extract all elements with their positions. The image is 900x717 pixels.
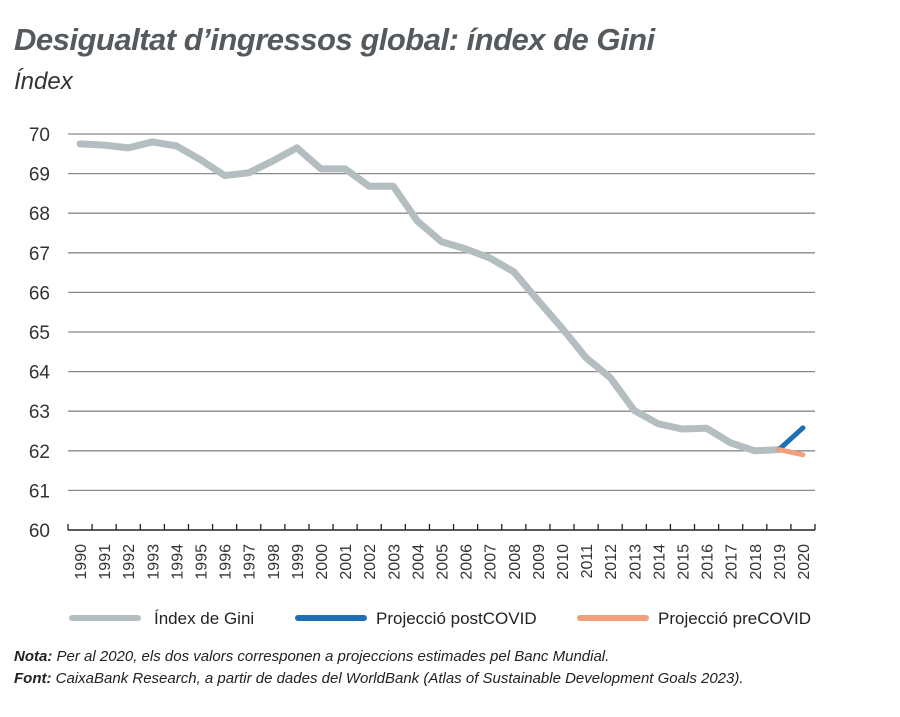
x-tick-label: 1990 — [73, 544, 90, 580]
x-tick-label: 2008 — [507, 544, 524, 580]
series-line-postcovid — [776, 425, 806, 453]
source-label: Font: — [14, 670, 52, 687]
x-tick-label: 2009 — [531, 544, 548, 580]
y-tick-label: 70 — [29, 125, 50, 146]
y-tick-label: 63 — [29, 402, 50, 423]
note: Nota: Per al 2020, els dos valors corres… — [14, 648, 609, 665]
x-tick-label: 1995 — [194, 544, 211, 580]
series-line-gini — [76, 138, 783, 455]
x-tick-label: 2019 — [772, 544, 789, 580]
source-text: CaixaBank Research, a partir de dades de… — [51, 670, 744, 687]
x-tick-label: 1991 — [97, 544, 114, 580]
y-tick-label: 60 — [29, 521, 50, 542]
y-tick-label: 67 — [29, 244, 50, 265]
x-tick-label: 2005 — [435, 544, 452, 580]
x-tick-label: 1997 — [242, 544, 259, 580]
y-tick-label: 68 — [29, 204, 50, 225]
x-tick-label: 1992 — [121, 544, 138, 580]
legend-label: Projecció preCOVID — [658, 609, 811, 628]
y-tick-label: 65 — [29, 323, 50, 344]
x-tick-label: 2010 — [555, 544, 572, 580]
x-tick-label: 1994 — [169, 544, 186, 580]
x-tick-label: 2012 — [603, 544, 620, 580]
x-tick-label: 2000 — [314, 544, 331, 580]
legend-label: Projecció postCOVID — [376, 609, 537, 628]
legend-label: Índex de Gini — [154, 609, 254, 628]
x-tick-label: 2007 — [483, 544, 500, 580]
x-tick-label: 1998 — [266, 544, 283, 580]
y-tick-label: 61 — [29, 481, 50, 502]
x-tick-label: 2002 — [362, 544, 379, 580]
x-tick-label: 2017 — [724, 544, 741, 580]
x-tick-label: 2013 — [627, 544, 644, 580]
x-tick-label: 2016 — [700, 544, 717, 580]
x-tick-label: 1996 — [218, 544, 235, 580]
x-tick-label: 1993 — [145, 544, 162, 580]
y-tick-label: 69 — [29, 165, 50, 186]
source: Font: CaixaBank Research, a partir de da… — [14, 670, 744, 687]
x-tick-label: 2011 — [579, 544, 596, 579]
y-tick-label: 66 — [29, 283, 50, 304]
y-tick-label: 62 — [29, 442, 50, 463]
x-tick-label: 2020 — [796, 544, 813, 580]
note-label: Nota: — [14, 648, 53, 665]
note-text: Per al 2020, els dos valors corresponen … — [52, 648, 610, 665]
x-tick-label: 2001 — [338, 544, 355, 580]
x-tick-label: 2003 — [386, 544, 403, 580]
x-tick-label: 2018 — [748, 544, 765, 580]
chart-subtitle: Índex — [14, 68, 73, 95]
x-tick-label: 2004 — [410, 544, 427, 580]
y-tick-label: 64 — [29, 363, 51, 384]
x-tick-label: 2014 — [651, 544, 668, 580]
chart-title: Desigualtat d’ingressos global: índex de… — [14, 22, 655, 57]
x-tick-label: 2006 — [459, 544, 476, 580]
x-tick-label: 2015 — [675, 544, 692, 580]
series-line-precovid — [776, 447, 806, 458]
x-tick-label: 1999 — [290, 544, 307, 580]
